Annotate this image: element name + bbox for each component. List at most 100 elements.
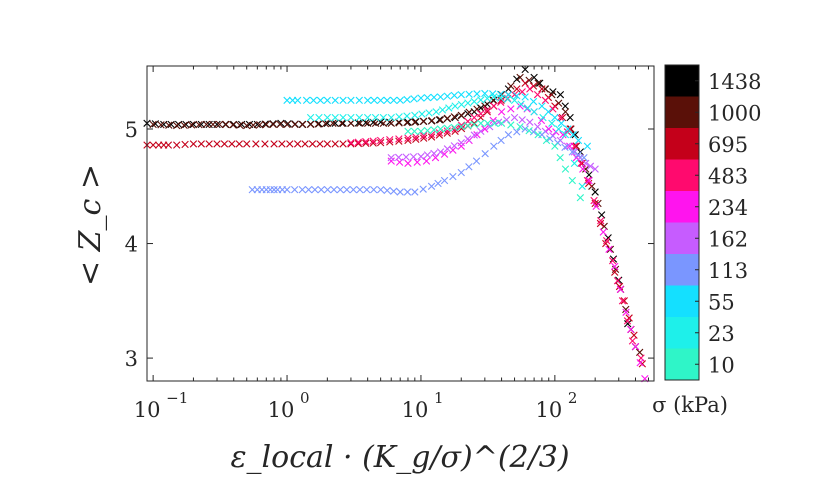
point-55-2	[293, 96, 302, 105]
point-113-20	[363, 186, 371, 194]
point-162-14	[486, 123, 494, 131]
point-162-8	[443, 145, 452, 153]
point-1000-21	[299, 120, 307, 129]
point-483-12	[443, 127, 451, 135]
point-234-14	[507, 105, 515, 113]
point-23-25	[490, 93, 498, 101]
point-23-22	[470, 97, 478, 106]
colorbar-label-1438: 1438	[708, 70, 761, 94]
colorbar-segment-10	[665, 348, 699, 381]
point-23-27	[503, 95, 512, 103]
point-23-28	[510, 96, 519, 105]
point-695-61	[596, 219, 605, 228]
point-1000-36	[419, 117, 428, 126]
point-695-47	[497, 96, 505, 105]
point-113-26	[403, 188, 412, 196]
point-695-4	[164, 141, 173, 149]
point-1000-25	[329, 119, 337, 127]
point-1438-61	[597, 211, 606, 219]
point-483-7	[404, 134, 412, 142]
point-55-21	[430, 93, 438, 101]
point-113-9	[290, 186, 299, 194]
point-234-21	[559, 131, 567, 139]
point-113-11	[304, 186, 313, 194]
point-234-29	[611, 262, 619, 271]
point-113-35	[472, 157, 481, 165]
point-1000-24	[321, 119, 330, 128]
x-tick-label-10: 10	[402, 398, 429, 422]
point-10-3	[423, 126, 432, 135]
point-10-17	[525, 127, 533, 135]
point-23-20	[457, 100, 466, 109]
point-695-16	[261, 140, 269, 148]
point-234-30	[616, 285, 625, 294]
point-483-27	[549, 105, 557, 113]
point-1000-32	[387, 119, 395, 127]
y-tick-label-3: 3	[125, 347, 138, 371]
point-1000-11	[229, 121, 237, 129]
point-1000-3	[173, 121, 181, 130]
point-1000-57	[582, 165, 590, 173]
series-10	[404, 119, 585, 202]
colorbar-segment-483	[665, 159, 699, 192]
point-113-30	[434, 179, 442, 188]
point-1000-41	[457, 111, 465, 119]
point-113-37	[490, 142, 498, 150]
point-1000-14	[249, 121, 257, 129]
point-695-37	[427, 133, 436, 141]
point-162-20	[533, 123, 542, 131]
point-10-22	[561, 165, 570, 173]
plot-area	[147, 66, 654, 381]
point-695-1	[149, 141, 157, 149]
point-483-9	[420, 132, 428, 140]
point-23-34	[554, 125, 563, 133]
point-234-2	[404, 159, 412, 168]
point-55-27	[473, 90, 481, 98]
point-10-21	[556, 153, 564, 162]
point-23-32	[539, 113, 547, 122]
point-1000-9	[215, 120, 224, 129]
point-162-25	[570, 148, 579, 156]
point-695-29	[362, 139, 370, 148]
point-1000-26	[338, 119, 346, 127]
series-113	[248, 125, 588, 196]
point-113-34	[465, 163, 473, 171]
point-483-33	[590, 196, 598, 205]
point-1000-10	[222, 120, 230, 129]
x-tick-label-100: 10	[535, 398, 562, 422]
x-tick-exp-1: 0	[300, 389, 310, 407]
point-113-41	[521, 125, 529, 133]
point-23-21	[464, 99, 472, 107]
point-23-3	[331, 113, 339, 122]
point-1000-31	[379, 119, 388, 127]
point-1000-61	[606, 245, 615, 253]
point-1438-54	[556, 90, 565, 99]
point-55-6	[323, 96, 332, 105]
point-1000-20	[291, 120, 299, 129]
point-1438-56	[566, 113, 574, 122]
point-10-6	[443, 124, 452, 132]
point-55-12	[370, 96, 378, 105]
point-55-24	[450, 91, 459, 100]
point-113-16	[336, 186, 345, 194]
point-23-19	[451, 102, 459, 110]
point-10-24	[576, 194, 585, 202]
x-tick-exp-10: 1	[434, 389, 444, 407]
point-234-33	[631, 342, 640, 351]
point-234-31	[622, 308, 630, 316]
colorbar-segment-1000	[665, 96, 699, 129]
point-483-16	[470, 113, 478, 122]
point-1000-16	[262, 120, 270, 129]
point-55-32	[513, 92, 521, 100]
point-55-18	[410, 95, 418, 103]
point-113-24	[389, 187, 398, 195]
point-10-19	[542, 136, 551, 145]
point-695-45	[483, 108, 491, 116]
y-tick-label-4: 4	[125, 233, 138, 257]
point-695-41	[457, 124, 466, 133]
point-23-36	[570, 159, 579, 168]
point-1000-40	[450, 113, 459, 121]
colorbar: 1438 1000 695 483 234 162 113 55 23 10	[664, 64, 761, 381]
point-695-10	[213, 140, 221, 148]
point-695-63	[611, 268, 619, 276]
